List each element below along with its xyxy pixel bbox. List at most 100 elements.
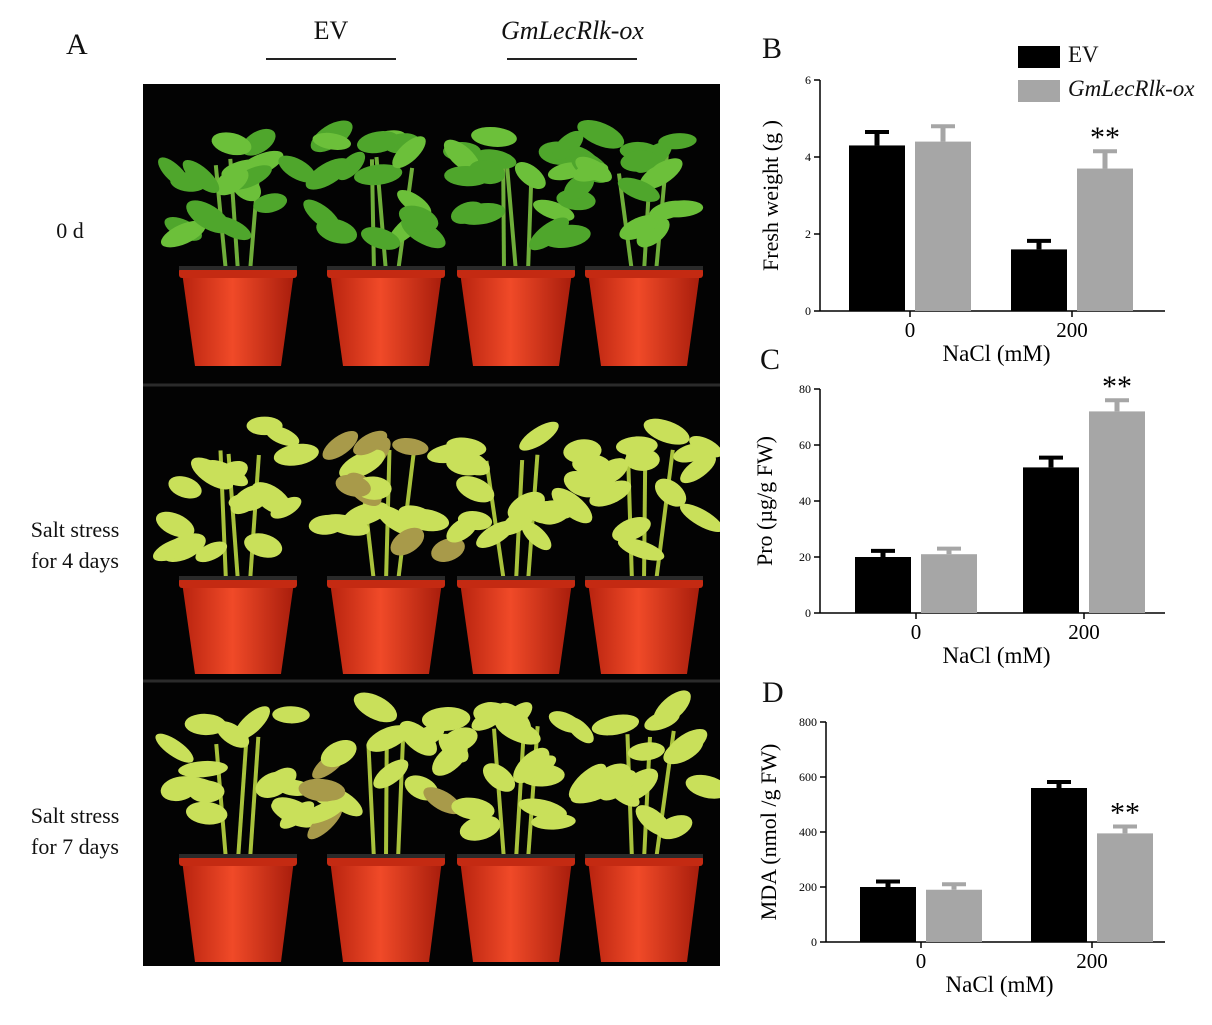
row-label-day7: Salt stress for 7 days [30,803,120,859]
bar-ox-200 [1097,833,1153,942]
plant-leaf [357,131,400,154]
y-tick-label: 400 [799,825,817,839]
plant-leaf [246,416,283,436]
plant-leaf [680,454,716,484]
y-tick-label: 600 [799,770,817,784]
plant-leaf [685,774,729,799]
plant-stem [501,164,506,273]
y-tick-label: 0 [805,304,811,318]
plant-leaf [335,474,371,497]
bar-ox-0 [926,889,982,942]
plant-leaf [533,199,575,222]
y-tick-label: 0 [805,606,811,620]
plant-leaf [188,780,225,803]
plant-pot [588,582,700,674]
plant-leaf [184,713,227,736]
panel-d-letter: D [762,676,784,709]
plant-leaf [178,760,228,778]
plant-stem [492,728,506,861]
plant-leaf [155,511,195,538]
bar-ev-200 [1031,788,1087,942]
pot-soil [327,854,445,858]
plant-pot [330,272,442,366]
panel-a-letter: A [66,28,88,61]
plant-leaf [155,733,194,763]
plant-leaf [528,501,565,524]
plant-leaf [617,538,665,561]
plant-leaf [398,205,439,232]
plant-leaf [471,126,517,147]
plant-leaf [644,709,680,731]
plant-pot [460,272,572,366]
plant-stem [625,452,634,583]
plant-leaf [680,503,724,533]
bar-ev-0 [855,557,911,613]
y-tick-label: 80 [799,382,811,396]
plant-stem [366,744,376,861]
plant-leaf [617,177,660,202]
plant-leaf [482,763,516,792]
y-tick-label: 60 [799,438,811,452]
y-tick-label: 2 [805,227,811,241]
plant-pot-rim [457,268,575,278]
plant-leaf [160,776,198,802]
plant-pot [182,582,294,674]
panel-c-letter: C [760,343,781,376]
plant-leaf [627,742,665,761]
plant-leaf [302,800,346,824]
y-tick-label: 20 [799,550,811,564]
plant-leaf [158,157,190,189]
plant-leaf [451,797,495,820]
plant-leaf [529,217,569,251]
plant-pot [588,860,700,962]
bar-ox-200 [1089,411,1145,613]
plant-leaf [182,159,220,194]
legend-label-ev: EV [1068,42,1099,67]
bar-ox-0 [915,141,971,311]
plant-stem [248,736,261,861]
group-underline-ox [507,58,637,60]
plant-leaf [459,815,501,841]
y-tick-label: 800 [799,715,817,729]
plant-leaf [251,482,292,516]
plant-leaf [253,193,288,213]
plant-stem [384,742,389,861]
plant-leaf [476,520,515,548]
plant-leaf [625,448,660,471]
plant-leaf [513,747,550,784]
plant-leaf [152,537,195,562]
row-label-day0: 0 d [56,218,84,243]
plant-photo-drawing [143,119,729,962]
plant-pot-rim [327,268,445,278]
plant-leaf [566,716,594,744]
pot-soil [585,854,703,858]
plant-leaf [305,158,350,190]
plant-leaf [392,437,429,456]
plant-pot-rim [585,578,703,588]
x-tick-label: 0 [916,949,927,973]
plant-leaf [657,200,704,218]
plant-leaf [195,541,228,563]
bar-ox-200 [1077,168,1133,311]
plant-pot [460,582,572,674]
plant-leaf [551,487,593,524]
bar-ev-200 [1011,249,1067,311]
plant-leaf [316,218,358,244]
plant-leaf [354,164,403,186]
pot-soil [585,576,703,580]
plant-leaf [160,220,206,248]
pot-soil [585,266,703,270]
plant-stem [514,730,526,861]
plant-leaf [608,782,640,807]
pot-soil [457,266,575,270]
plant-leaf [444,166,491,187]
y-tick-label: 4 [805,150,811,164]
pot-soil [457,854,575,858]
bar-ev-0 [860,887,916,942]
y-axis-label: Pro (µg/g FW) [752,436,777,566]
plant-leaf [514,162,546,189]
plant-leaf [636,217,670,248]
pot-soil [179,854,297,858]
legend-swatch-ev [1018,46,1060,68]
